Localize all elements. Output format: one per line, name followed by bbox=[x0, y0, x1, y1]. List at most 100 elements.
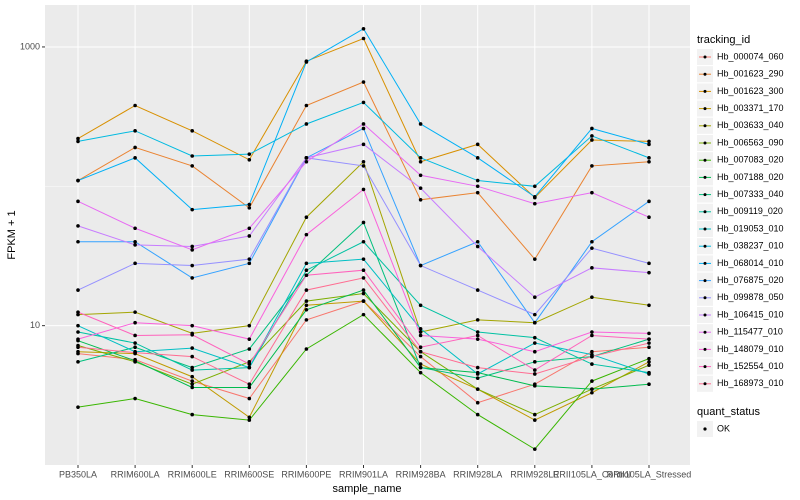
data-point bbox=[418, 263, 423, 268]
data-point bbox=[190, 346, 194, 350]
data-point bbox=[590, 134, 594, 138]
data-point bbox=[76, 224, 80, 228]
data-point bbox=[590, 390, 594, 395]
data-point bbox=[361, 299, 366, 303]
data-point bbox=[647, 382, 651, 387]
legend-key-point bbox=[703, 72, 707, 76]
y-axis-title: FPKM + 1 bbox=[6, 210, 18, 259]
data-point bbox=[647, 156, 651, 160]
data-point bbox=[475, 178, 480, 183]
data-point bbox=[190, 207, 194, 212]
data-point bbox=[361, 187, 366, 192]
data-point bbox=[304, 318, 309, 322]
data-point bbox=[590, 333, 594, 338]
data-point bbox=[190, 263, 194, 268]
data-point bbox=[133, 103, 137, 108]
data-point bbox=[590, 387, 594, 391]
data-point bbox=[533, 312, 537, 317]
data-point bbox=[647, 356, 651, 361]
data-point bbox=[76, 139, 80, 144]
data-point bbox=[247, 415, 252, 420]
legend-key-point bbox=[703, 55, 707, 59]
data-point bbox=[76, 323, 80, 328]
legend-label: Hb_168973_010 bbox=[717, 378, 784, 388]
data-point bbox=[361, 291, 366, 296]
data-point bbox=[590, 330, 594, 334]
data-point bbox=[533, 349, 537, 354]
data-point bbox=[133, 261, 137, 266]
data-point bbox=[647, 337, 651, 341]
legend-key-point bbox=[703, 141, 707, 145]
data-point bbox=[133, 156, 137, 160]
data-point bbox=[647, 372, 651, 376]
data-point bbox=[418, 349, 423, 354]
data-point bbox=[247, 365, 252, 370]
data-point bbox=[533, 360, 537, 364]
legend-key-point bbox=[703, 158, 707, 162]
legend: tracking_id Hb_000074_060 Hb_001623_290 Hb_… bbox=[697, 34, 784, 437]
data-point bbox=[133, 358, 137, 363]
data-point bbox=[190, 354, 194, 359]
data-point bbox=[133, 129, 137, 133]
data-point bbox=[418, 156, 423, 160]
data-point bbox=[533, 384, 537, 388]
data-point bbox=[418, 333, 423, 338]
data-point bbox=[475, 330, 480, 334]
data-point bbox=[190, 379, 194, 383]
data-point bbox=[304, 303, 309, 308]
data-point bbox=[475, 387, 480, 391]
data-point bbox=[590, 295, 594, 300]
data-point bbox=[647, 303, 651, 308]
data-point bbox=[133, 320, 137, 325]
data-point bbox=[190, 323, 194, 328]
legend-label: Hb_003633_040 bbox=[717, 120, 784, 130]
data-point bbox=[361, 126, 366, 131]
legend-label: Hb_001623_300 bbox=[717, 86, 784, 96]
data-point bbox=[247, 226, 252, 231]
data-point bbox=[304, 60, 309, 64]
data-point bbox=[475, 337, 480, 341]
data-point bbox=[361, 257, 366, 261]
legend-key-point bbox=[703, 227, 707, 231]
data-point bbox=[304, 268, 309, 272]
data-point bbox=[190, 332, 194, 337]
data-point bbox=[247, 337, 252, 341]
data-point bbox=[76, 312, 80, 317]
legend-label: Hb_000074_060 bbox=[717, 51, 784, 61]
x-tick-label: RRIM928LE bbox=[510, 469, 559, 479]
data-point bbox=[418, 345, 423, 350]
data-point bbox=[647, 142, 651, 147]
data-point bbox=[533, 341, 537, 345]
data-point bbox=[361, 268, 366, 272]
data-point bbox=[590, 126, 594, 131]
data-point bbox=[76, 405, 80, 409]
data-point bbox=[361, 80, 366, 84]
legend-key-point bbox=[703, 124, 707, 128]
data-point bbox=[247, 323, 252, 328]
data-point bbox=[590, 190, 594, 195]
legend-key-point bbox=[703, 313, 707, 317]
data-point bbox=[304, 156, 309, 160]
legend-key-point bbox=[703, 296, 707, 300]
legend-title: tracking_id bbox=[697, 34, 750, 46]
data-point bbox=[76, 288, 80, 292]
x-tick-label: RRIM928LA bbox=[453, 469, 502, 479]
data-point bbox=[647, 360, 651, 364]
legend-key-point bbox=[703, 210, 707, 214]
data-point bbox=[76, 337, 80, 341]
data-point bbox=[133, 243, 137, 247]
data-point bbox=[533, 195, 537, 199]
legend-key-point bbox=[703, 427, 707, 431]
data-point bbox=[76, 345, 80, 350]
x-tick-label: PB350LA bbox=[59, 469, 97, 479]
data-point bbox=[533, 368, 537, 372]
data-point bbox=[533, 335, 537, 340]
legend-label: Hb_152554_010 bbox=[717, 361, 784, 371]
data-point bbox=[590, 239, 594, 244]
data-point bbox=[133, 310, 137, 314]
data-point bbox=[647, 261, 651, 266]
data-point bbox=[361, 276, 366, 280]
data-point bbox=[304, 288, 309, 292]
x-tick-label: RRIM600LE bbox=[168, 469, 217, 479]
data-point bbox=[190, 382, 194, 387]
